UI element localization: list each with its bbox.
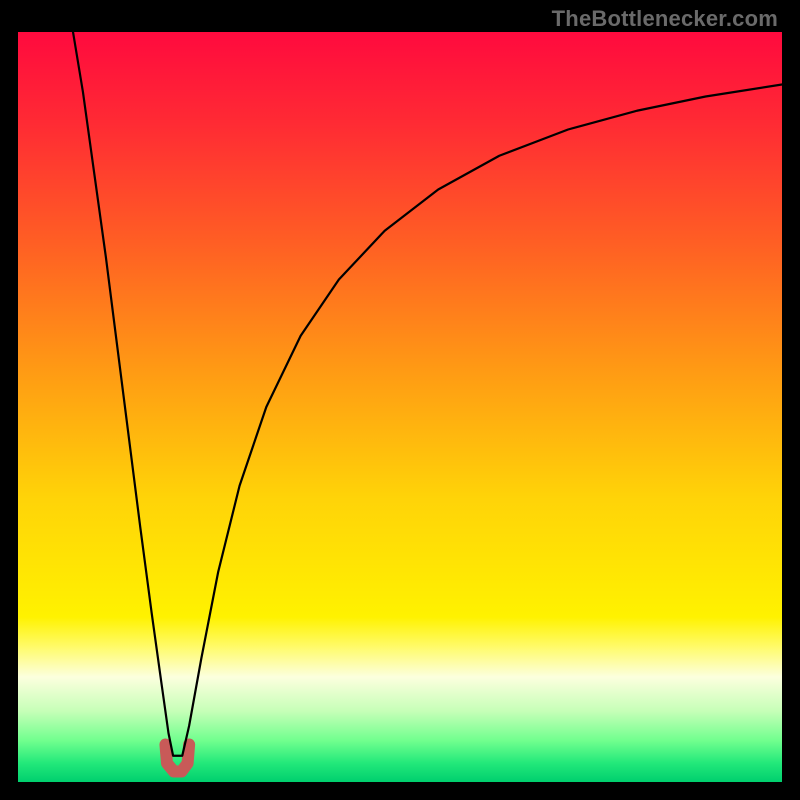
plot-area <box>18 32 782 782</box>
plot-svg <box>18 32 782 782</box>
gradient-background <box>18 32 782 782</box>
watermark-text: TheBottlenecker.com <box>552 6 778 32</box>
